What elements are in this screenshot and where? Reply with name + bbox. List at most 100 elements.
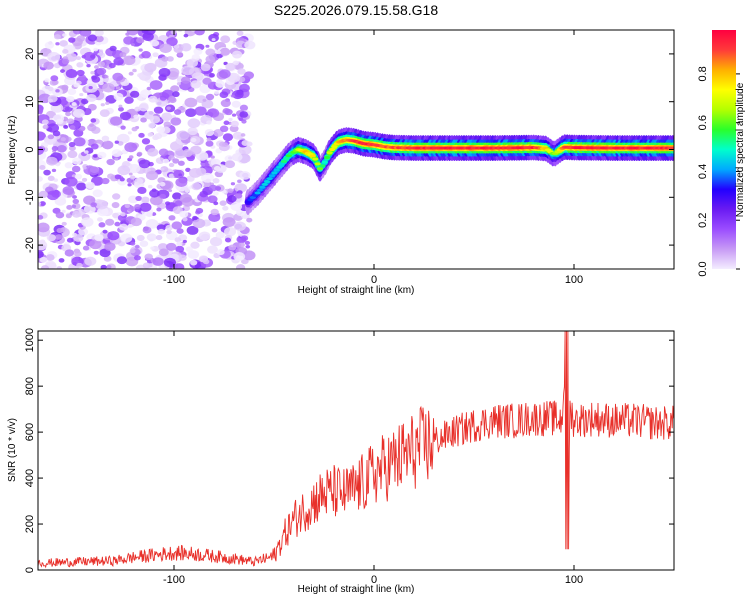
noise-speckle — [213, 165, 221, 172]
noise-speckle — [66, 95, 75, 103]
noise-speckle — [75, 56, 81, 61]
spectrogram-ylabel: Frequency (Hz) — [7, 116, 18, 185]
colorbar-tick-label: 0.8 — [697, 66, 709, 81]
noise-speckle — [76, 62, 84, 68]
noise-speckle — [117, 107, 124, 112]
noise-speckle — [118, 223, 129, 231]
noise-speckle — [64, 249, 75, 257]
noise-speckle — [38, 222, 50, 233]
noise-speckle — [149, 195, 163, 206]
noise-speckle — [212, 191, 219, 196]
spectrogram-ridge — [244, 127, 674, 215]
noise-speckle — [168, 162, 175, 168]
noise-speckle — [89, 123, 94, 127]
ridge-cell — [321, 160, 328, 164]
noise-speckle — [61, 58, 70, 65]
noise-speckle — [202, 98, 207, 102]
noise-speckle — [114, 140, 119, 144]
noise-speckle — [180, 193, 192, 203]
noise-speckle — [158, 67, 171, 77]
noise-speckle — [150, 246, 155, 250]
noise-speckle — [174, 237, 182, 243]
noise-speckle — [186, 58, 199, 68]
noise-speckle — [67, 88, 77, 96]
noise-speckle — [129, 175, 136, 180]
spectrogram-xlabel: Height of straight line (km) — [298, 285, 415, 296]
ridge-cell — [276, 165, 283, 169]
noise-speckle — [144, 62, 157, 73]
noise-speckle — [175, 177, 188, 188]
noise-speckle — [166, 37, 178, 46]
noise-speckle — [217, 50, 222, 55]
ridge-cell — [259, 185, 266, 189]
noise-speckle — [215, 80, 225, 88]
noise-speckle — [122, 55, 136, 66]
noise-speckle — [47, 175, 55, 182]
noise-speckle — [149, 115, 161, 124]
noise-speckle — [38, 215, 44, 220]
noise-speckle — [56, 228, 64, 234]
noise-speckle — [145, 170, 159, 181]
noise-speckle — [71, 165, 81, 173]
noise-speckle — [115, 86, 121, 90]
noise-speckle — [44, 78, 50, 83]
noise-speckle — [206, 222, 211, 226]
ridge-cell — [268, 174, 276, 178]
noise-speckle — [90, 118, 97, 123]
noise-speckle — [138, 71, 151, 81]
noise-speckle — [170, 117, 182, 126]
noise-speckle — [146, 233, 157, 242]
noise-speckle — [239, 104, 249, 112]
noise-speckle — [148, 95, 158, 103]
noise-speckle — [142, 262, 151, 269]
noise-speckle — [220, 99, 231, 108]
noise-speckle — [224, 237, 232, 243]
y-tick-label: -10 — [24, 189, 36, 205]
noise-speckle — [138, 132, 145, 138]
noise-speckle — [51, 145, 59, 152]
noise-speckle — [231, 50, 243, 59]
noise-speckle — [82, 166, 87, 170]
noise-speckle — [68, 37, 76, 43]
x-tick-label: 100 — [565, 574, 583, 586]
noise-speckle — [187, 118, 201, 129]
noise-speckle — [72, 157, 82, 165]
ridge-cell — [256, 188, 264, 192]
noise-speckle — [205, 93, 215, 101]
y-tick-label: 20 — [24, 48, 36, 60]
noise-speckle — [86, 93, 97, 102]
noise-speckle — [97, 151, 107, 159]
noise-speckle — [88, 86, 93, 90]
noise-speckle — [176, 51, 184, 57]
noise-speckle — [222, 205, 229, 211]
noise-speckle — [71, 204, 77, 208]
noise-speckle — [174, 200, 183, 206]
noise-speckle — [105, 101, 110, 105]
ridge-cell — [271, 171, 278, 175]
noise-speckle — [206, 120, 212, 125]
noise-speckle — [187, 250, 200, 259]
noise-speckle — [166, 106, 171, 110]
noise-speckle — [74, 173, 83, 180]
noise-speckle — [239, 171, 251, 180]
noise-speckle — [38, 146, 44, 156]
noise-speckle — [124, 142, 138, 153]
noise-speckle — [66, 189, 74, 195]
noise-speckle — [206, 137, 212, 142]
noise-speckle — [38, 190, 49, 199]
noise-speckle — [190, 145, 202, 155]
noise-speckle — [157, 228, 165, 235]
noise-speckle — [222, 133, 234, 142]
noise-speckle — [64, 106, 70, 111]
noise-speckle — [188, 168, 202, 178]
noise-speckle — [104, 242, 116, 252]
noise-speckle — [227, 195, 237, 203]
noise-speckle — [146, 212, 153, 218]
ridge-cell — [328, 147, 336, 152]
noise-speckle — [159, 95, 167, 101]
noise-speckle — [76, 35, 86, 42]
noise-speckle — [140, 117, 147, 123]
noise-speckle — [51, 168, 57, 173]
noise-speckle — [159, 181, 166, 187]
noise-speckle — [204, 128, 215, 137]
